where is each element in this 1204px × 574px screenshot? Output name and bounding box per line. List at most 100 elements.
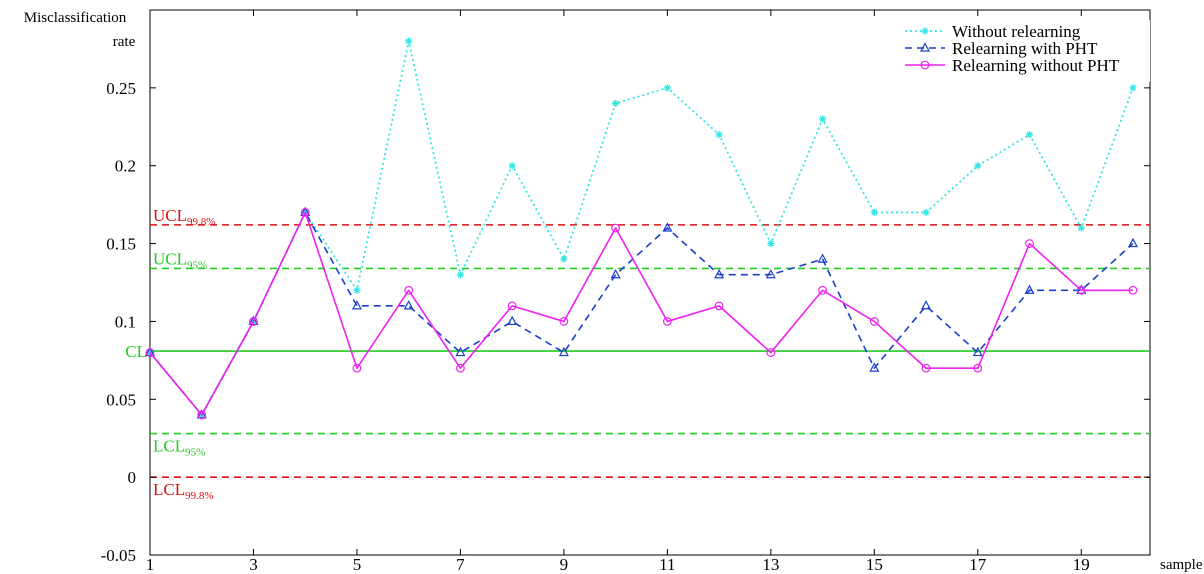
control-limit-label-subscript: 95%	[187, 259, 207, 271]
y-axis-title-line1: Misclassification	[24, 10, 127, 26]
data-point	[869, 317, 879, 326]
data-point	[870, 208, 878, 217]
data-point	[558, 346, 569, 357]
data-point	[612, 99, 620, 108]
control-limit-label: LCL95%	[153, 437, 205, 459]
data-point	[765, 268, 776, 279]
series-relearning-with-pht	[145, 206, 1138, 419]
data-point	[507, 301, 517, 311]
data-point	[715, 130, 723, 139]
y-tick-label: 0.1	[115, 312, 136, 331]
legend-label: Relearning without PHT	[952, 56, 1120, 75]
control-limit-label: UCL99.8%	[153, 206, 215, 228]
data-point	[714, 301, 724, 311]
data-point	[352, 363, 362, 373]
data-point	[1128, 237, 1138, 248]
data-point	[403, 300, 414, 310]
y-tick-label: 0.15	[106, 235, 136, 254]
data-point	[663, 84, 671, 92]
data-point	[817, 253, 828, 263]
control-limit-label-main: LCL	[153, 437, 185, 456]
data-point	[1129, 84, 1137, 92]
x-tick-label: 17	[969, 555, 987, 574]
data-point	[714, 268, 725, 279]
legend-swatch-marker	[921, 27, 929, 35]
data-point	[300, 208, 310, 217]
data-point	[455, 346, 466, 357]
control-limit-label-main: LCL	[153, 480, 185, 499]
data-point	[818, 115, 827, 123]
data-point	[197, 410, 207, 420]
data-point	[767, 239, 775, 248]
data-point	[973, 363, 983, 373]
series-relearning-without-pht	[145, 208, 1138, 420]
axes: Misclassification rate sample -0.05 0 0.05…	[24, 10, 1203, 574]
x-tick-label: 5	[353, 555, 362, 574]
data-point	[1076, 285, 1086, 295]
data-point	[921, 363, 931, 373]
x-tick-label: 13	[762, 555, 779, 574]
legend-swatch-marker	[920, 42, 930, 52]
data-point	[249, 317, 258, 326]
data-series	[145, 37, 1138, 420]
legend-label: Without relearning	[952, 22, 1081, 41]
data-point	[766, 348, 776, 357]
legend-swatch-marker	[920, 60, 930, 70]
y-axis-title-line2: rate	[113, 34, 136, 50]
x-tick-label: 11	[659, 555, 675, 574]
y-tick-label: -0.05	[101, 546, 136, 565]
data-point	[662, 222, 673, 232]
data-point	[456, 271, 465, 279]
control-limit-label: LCL99.8%	[153, 480, 214, 502]
data-point	[611, 223, 621, 233]
y-tick-label: 0.05	[106, 390, 136, 409]
x-axis-title: sample	[1160, 557, 1203, 573]
data-point	[146, 348, 154, 357]
data-point	[248, 315, 259, 326]
data-point	[145, 348, 155, 357]
x-tick-label: 3	[249, 555, 258, 574]
data-point	[869, 362, 880, 372]
data-point	[974, 162, 982, 170]
control-limit-label: UCL95%	[153, 249, 207, 271]
control-limit-label-main: UCL	[153, 206, 187, 225]
x-tick-label: 1	[146, 555, 155, 574]
control-limit-label-main: UCL	[153, 249, 187, 268]
y-tick-label: 0.2	[115, 157, 136, 176]
control-limit-label: CL	[125, 342, 147, 361]
x-tick-label: 15	[866, 555, 883, 574]
data-point	[1024, 284, 1035, 294]
data-point	[921, 300, 932, 310]
data-point	[1025, 130, 1034, 139]
y-tick-label: 0.25	[106, 79, 136, 98]
plot-frame	[149, 9, 1151, 556]
data-point	[559, 317, 569, 326]
plot-border	[149, 9, 1151, 556]
data-point	[1128, 285, 1138, 295]
data-point	[145, 346, 155, 357]
data-point	[1025, 239, 1034, 248]
control-limit-label-main: CL	[125, 342, 147, 361]
data-point	[353, 286, 361, 294]
data-point	[351, 300, 362, 310]
data-point	[508, 162, 516, 170]
data-point	[610, 268, 621, 279]
data-point	[560, 255, 568, 263]
x-tick-label: 9	[560, 555, 569, 574]
data-point	[662, 317, 672, 326]
data-point	[196, 409, 207, 419]
data-point	[507, 315, 518, 326]
data-point	[972, 346, 983, 357]
control-limit-label-subscript: 99.8%	[187, 216, 215, 228]
x-tick-label: 19	[1073, 555, 1090, 574]
series-line	[149, 211, 1133, 416]
series-line	[149, 211, 1134, 416]
data-point	[300, 206, 311, 217]
legend-label: Relearning with PHT	[952, 39, 1098, 58]
data-point	[456, 363, 465, 373]
data-point	[818, 285, 827, 295]
data-point	[922, 208, 930, 217]
